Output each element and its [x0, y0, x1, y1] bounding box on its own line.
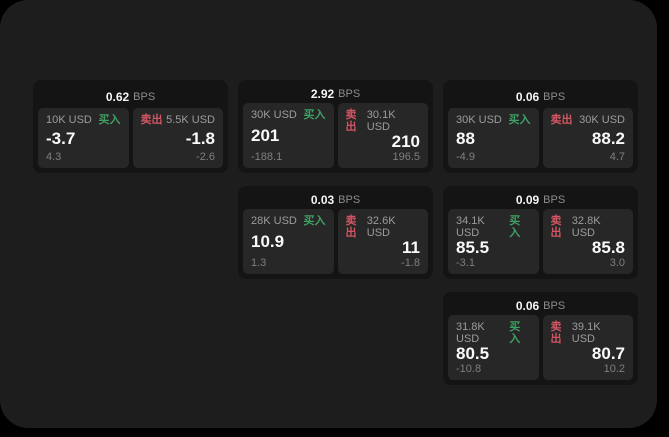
sell-side-label: 卖出 — [140, 114, 163, 126]
sell-sub-value: -2.6 — [196, 151, 215, 163]
buy-sub-value: -4.9 — [456, 151, 475, 163]
buy-side-label: 买入 — [509, 321, 521, 345]
bps-header: 0.09 BPS — [448, 191, 633, 209]
sell-sub-value: 4.7 — [609, 151, 625, 163]
buy-side-label: 买入 — [303, 215, 326, 227]
bps-header: 0.03 BPS — [243, 191, 428, 209]
quote-card: 0.06 BPS 31.8K USD 买入 80.5 -10.8 卖出 39.1… — [443, 292, 638, 385]
bps-unit-label: BPS — [543, 194, 566, 206]
sell-sub-value: 10.2 — [603, 363, 625, 375]
bps-header: 0.06 BPS — [448, 85, 633, 108]
bps-value: 0.09 — [515, 193, 540, 207]
sell-side-label: 卖出 — [550, 321, 562, 345]
sell-tile[interactable]: 卖出 32.6K USD 11 -1.8 — [337, 209, 428, 274]
buy-sub-value: 1.3 — [251, 257, 267, 269]
sell-tile[interactable]: 卖出 30.1K USD 210 196.5 — [337, 103, 428, 168]
buy-price: 10.9 — [251, 232, 285, 251]
bps-header: 0.06 BPS — [448, 297, 633, 315]
buy-amount: 10K USD — [46, 114, 92, 126]
buy-tile[interactable]: 34.1K USD 买入 85.5 -3.1 — [448, 209, 539, 274]
buy-tile[interactable]: 31.8K USD 买入 80.5 -10.8 — [448, 315, 539, 380]
buy-side-label: 买入 — [303, 109, 326, 121]
sell-price: 210 — [391, 132, 420, 151]
sell-sub-value: -1.8 — [401, 257, 420, 269]
sell-amount: 30.1K USD — [366, 109, 396, 133]
sell-amount: 39.1K USD — [571, 321, 601, 345]
bps-unit-label: BPS — [543, 300, 566, 312]
buy-amount: 30K USD — [456, 114, 502, 126]
sell-tile[interactable]: 卖出 5.5K USD -1.8 -2.6 — [132, 108, 223, 168]
buy-side-label: 买入 — [98, 114, 121, 126]
buy-amount: 30K USD — [251, 109, 297, 121]
quote-card: 0.09 BPS 34.1K USD 买入 85.5 -3.1 卖出 32.8K… — [443, 186, 638, 279]
sell-amount: 32.8K USD — [571, 215, 601, 239]
sell-price: 85.8 — [591, 238, 625, 257]
sell-side-label: 卖出 — [550, 215, 562, 239]
sell-tile[interactable]: 卖出 32.8K USD 85.8 3.0 — [542, 209, 633, 274]
quote-board: 0.62 BPS 10K USD 买入 -3.7 4.3 卖出 5.5K USD — [33, 80, 638, 385]
sell-sub-value: 3.0 — [609, 257, 625, 269]
buy-tile[interactable]: 28K USD 买入 10.9 1.3 — [243, 209, 334, 274]
sell-price: 80.7 — [591, 344, 625, 363]
bps-unit-label: BPS — [338, 88, 361, 100]
sell-tile[interactable]: 卖出 30K USD 88.2 4.7 — [542, 108, 633, 168]
sell-amount: 30K USD — [579, 114, 625, 126]
sell-sub-value: 196.5 — [392, 151, 420, 163]
bps-value: 0.03 — [310, 193, 335, 207]
buy-price: 85.5 — [456, 238, 490, 257]
bps-header: 0.62 BPS — [38, 85, 223, 108]
buy-side-label: 买入 — [508, 114, 531, 126]
sell-amount: 5.5K USD — [166, 114, 215, 126]
buy-tile[interactable]: 30K USD 买入 201 -188.1 — [243, 103, 334, 168]
quote-card: 0.62 BPS 10K USD 买入 -3.7 4.3 卖出 5.5K USD — [33, 80, 228, 173]
buy-sub-value: 4.3 — [46, 151, 62, 163]
buy-price: -3.7 — [46, 128, 76, 148]
bps-value: 0.06 — [515, 89, 540, 104]
bps-unit-label: BPS — [338, 194, 361, 206]
quote-card: 2.92 BPS 30K USD 买入 201 -188.1 卖出 30.1K … — [238, 80, 433, 173]
buy-sub-value: -10.8 — [456, 363, 482, 375]
buy-sub-value: -188.1 — [251, 151, 283, 163]
bps-value: 2.92 — [310, 87, 335, 101]
buy-amount: 28K USD — [251, 215, 297, 227]
buy-price: 80.5 — [456, 344, 490, 363]
sell-price: -1.8 — [185, 128, 215, 148]
bps-unit-label: BPS — [543, 90, 566, 103]
sell-side-label: 卖出 — [550, 114, 573, 126]
buy-price: 88 — [456, 128, 475, 148]
sell-price: 11 — [402, 238, 420, 257]
bps-unit-label: BPS — [133, 90, 156, 103]
sell-price: 88.2 — [591, 128, 625, 148]
buy-amount: 31.8K USD — [456, 321, 485, 345]
bps-value: 0.62 — [105, 89, 130, 104]
quote-card: 0.06 BPS 30K USD 买入 88 -4.9 卖出 30K USD — [443, 80, 638, 173]
buy-price: 201 — [251, 126, 280, 145]
sell-side-label: 卖出 — [345, 215, 357, 239]
buy-tile[interactable]: 10K USD 买入 -3.7 4.3 — [38, 108, 129, 168]
buy-amount: 34.1K USD — [456, 215, 485, 239]
app-panel: 0.62 BPS 10K USD 买入 -3.7 4.3 卖出 5.5K USD — [0, 0, 657, 428]
buy-side-label: 买入 — [509, 215, 521, 239]
buy-sub-value: -3.1 — [456, 257, 475, 269]
buy-tile[interactable]: 30K USD 买入 88 -4.9 — [448, 108, 539, 168]
sell-tile[interactable]: 卖出 39.1K USD 80.7 10.2 — [542, 315, 633, 380]
bps-value: 0.06 — [515, 299, 540, 313]
bps-header: 2.92 BPS — [243, 85, 428, 103]
sell-amount: 32.6K USD — [366, 215, 396, 239]
quote-card: 0.03 BPS 28K USD 买入 10.9 1.3 卖出 32.6K US… — [238, 186, 433, 279]
sell-side-label: 卖出 — [345, 109, 357, 133]
